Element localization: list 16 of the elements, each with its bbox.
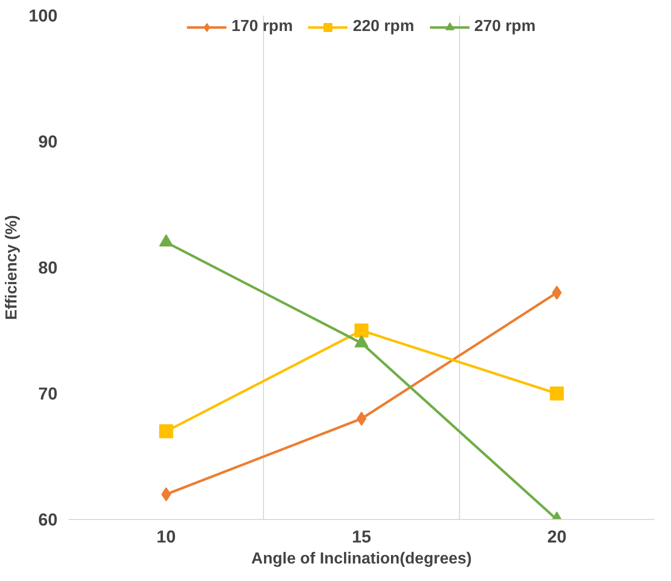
legend-label: 220 rpm [352,18,414,36]
y-tick-label: 60 [38,510,58,530]
legend-label: 270 rpm [474,18,536,36]
x-axis-title: Angle of Inclination(degrees) [251,550,472,568]
point [550,386,564,400]
x-tick-label: 10 [156,526,176,546]
y-tick-label: 90 [38,132,58,152]
x-tick-label: 15 [352,526,372,546]
y-tick-label: 70 [38,384,58,404]
point [354,324,368,338]
point [159,424,174,438]
y-axis-title: Efficiency (%) [4,215,21,320]
y-tick-label: 80 [38,258,58,278]
legend-label: 170 rpm [231,18,293,36]
x-tick-label: 20 [547,526,566,546]
y-tick-label: 100 [28,6,58,26]
